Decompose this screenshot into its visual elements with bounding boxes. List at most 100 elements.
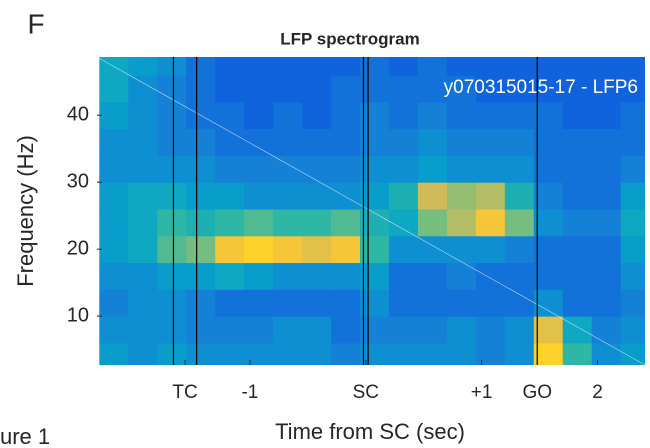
heatmap-cell <box>591 128 622 156</box>
heatmap-cell <box>215 289 245 317</box>
heatmap-cell <box>620 128 645 156</box>
heatmap-cell <box>475 182 506 210</box>
heatmap-cell <box>620 262 645 290</box>
heatmap-cell <box>533 262 564 290</box>
heatmap-cell <box>475 289 506 317</box>
heatmap-cell <box>331 57 361 76</box>
heatmap-cell <box>591 235 622 264</box>
heatmap-cell <box>215 182 245 210</box>
heatmap-cell <box>157 289 187 317</box>
heatmap-cell <box>504 235 535 264</box>
heatmap-cell <box>562 262 593 290</box>
heatmap-cell <box>388 101 419 130</box>
heatmap-cell <box>99 208 129 237</box>
heatmap-cell <box>504 75 535 103</box>
heatmap-cell <box>273 208 303 237</box>
heatmap-cell <box>128 289 158 317</box>
heatmap-cell <box>388 128 419 156</box>
heatmap-cell <box>215 235 245 264</box>
heatmap-cell <box>359 342 390 365</box>
heatmap-cell <box>562 208 593 237</box>
heatmap-cell <box>562 75 593 103</box>
heatmap-cell <box>331 128 361 156</box>
heatmap-cell <box>302 316 332 344</box>
heatmap-cell <box>244 101 274 130</box>
heatmap-cell <box>128 235 158 264</box>
heatmap-cell <box>244 262 274 290</box>
heatmap-cell <box>128 262 158 290</box>
heatmap-cell <box>331 316 361 344</box>
heatmap-cell <box>620 57 645 76</box>
heatmap-cell <box>186 208 216 237</box>
heatmap-cell <box>388 75 419 103</box>
heatmap-cell <box>533 289 564 317</box>
heatmap-cell <box>302 182 332 210</box>
heatmap-cell <box>359 235 390 264</box>
heatmap-cell <box>620 235 645 264</box>
y-tick-label: 40 <box>67 104 89 126</box>
heatmap-cell <box>157 208 187 237</box>
heatmap-cell <box>273 57 303 76</box>
panel-label: F <box>27 8 44 39</box>
heatmap-cell <box>215 128 245 156</box>
heatmap-cell <box>99 316 129 344</box>
heatmap-cell <box>273 235 303 264</box>
heatmap-cell <box>331 289 361 317</box>
heatmap-cell <box>331 342 361 365</box>
heatmap-cell <box>99 155 129 183</box>
heatmap-cell <box>591 342 622 365</box>
heatmap-cell <box>591 208 622 237</box>
heatmap-cell <box>157 342 187 365</box>
heatmap-cell <box>359 155 390 183</box>
heatmap-cell <box>157 235 187 264</box>
heatmap-cell <box>215 342 245 365</box>
heatmap-cell <box>620 182 645 210</box>
heatmap-cell <box>186 155 216 183</box>
heatmap-cell <box>475 262 506 290</box>
heatmap-cell <box>504 57 535 76</box>
heatmap-cell <box>273 75 303 103</box>
heatmap-cell <box>446 57 477 76</box>
heatmap-cell <box>359 262 390 290</box>
heatmap-cell <box>157 155 187 183</box>
heatmap-cell <box>417 75 448 103</box>
heatmap-cell <box>417 208 448 237</box>
heatmap-cell <box>128 182 158 210</box>
x-tick-label: +1 <box>471 382 493 403</box>
heatmap-cell <box>244 235 274 264</box>
heatmap-cell <box>99 262 129 290</box>
y-tick-label: 30 <box>67 170 89 192</box>
y-tick-label: 20 <box>67 237 89 259</box>
heatmap-cell <box>273 316 303 344</box>
heatmap-cell <box>504 342 535 365</box>
heatmap-cell <box>186 57 216 76</box>
heatmap-cell <box>562 182 593 210</box>
heatmap-cell <box>244 316 274 344</box>
heatmap-cell <box>504 262 535 290</box>
heatmap-cell <box>273 342 303 365</box>
heatmap-cell <box>446 262 477 290</box>
heatmap-cell <box>186 182 216 210</box>
heatmap-cell <box>620 155 645 183</box>
heatmap-cell <box>99 342 129 365</box>
heatmap-cell <box>302 289 332 317</box>
heatmap-cell <box>446 155 477 183</box>
heatmap-cell <box>475 101 506 130</box>
y-axis-label: Frequency (Hz) <box>13 135 38 287</box>
heatmap-cell <box>128 342 158 365</box>
heatmap-cell <box>99 128 129 156</box>
heatmap-cell <box>417 182 448 210</box>
heatmap-cell <box>388 289 419 317</box>
heatmap-cell <box>186 235 216 264</box>
heatmap-cell <box>388 57 419 76</box>
heatmap-cell <box>128 208 158 237</box>
heatmap-cell <box>591 101 622 130</box>
heatmap-cell <box>186 75 216 103</box>
heatmap-cell <box>331 155 361 183</box>
heatmap-cell <box>446 235 477 264</box>
y-tick-label: 10 <box>67 304 89 326</box>
heatmap-cell <box>446 182 477 210</box>
heatmap-cell <box>157 128 187 156</box>
heatmap-cell <box>244 182 274 210</box>
heatmap-cell <box>359 75 390 103</box>
